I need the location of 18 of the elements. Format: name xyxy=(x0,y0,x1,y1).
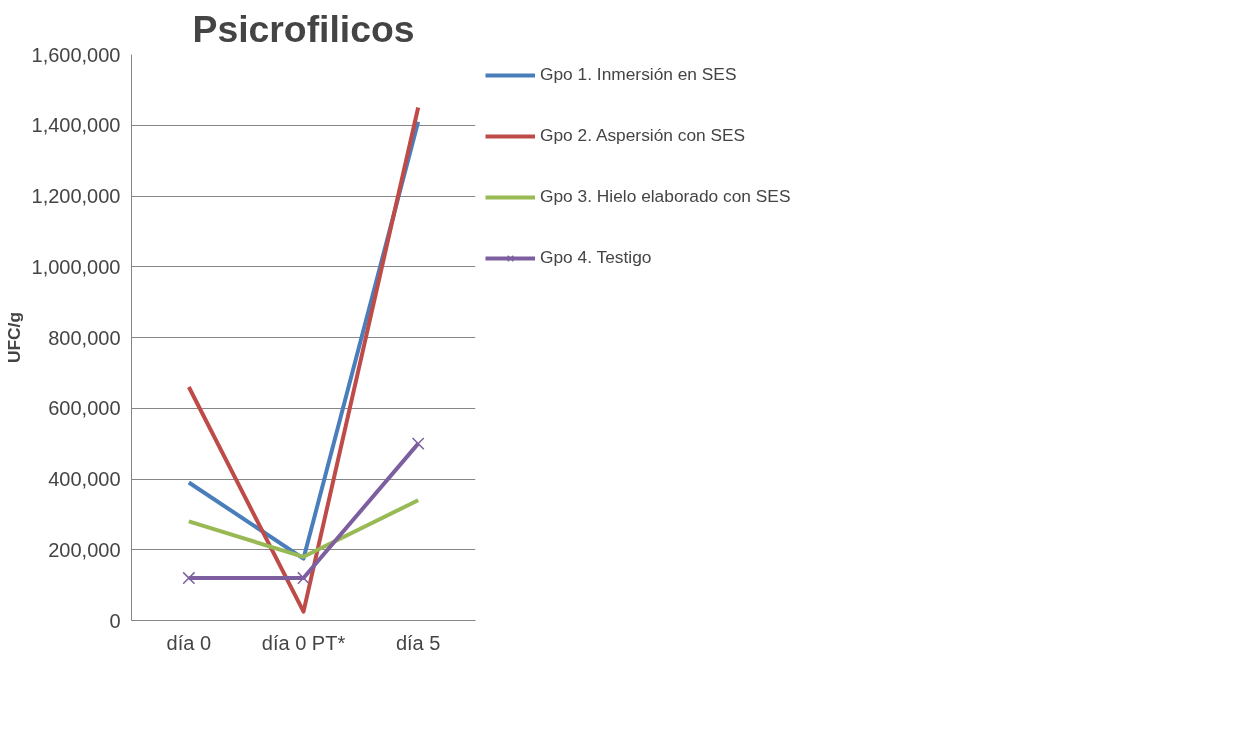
legend-label: Gpo 1. Inmersión en SES xyxy=(540,64,737,85)
x-tick-label: día 5 xyxy=(395,631,441,654)
x-tick-label: día 0 xyxy=(166,631,212,654)
legend-label: Gpo 2. Aspersión con SES xyxy=(540,125,746,146)
y-tick-label: 600,000 xyxy=(48,397,121,420)
y-tick-label: 400,000 xyxy=(48,468,121,490)
y-tick-label: 200,000 xyxy=(48,538,121,561)
legend-label: Gpo 4. Testigo xyxy=(540,247,652,268)
y-tick-label: 0 xyxy=(109,609,121,632)
legend-label: Gpo 3. Hielo elaborado con SES xyxy=(540,186,791,207)
y-axis-title: UFC/g xyxy=(3,311,24,364)
y-tick-label: 1,200,000 xyxy=(31,185,121,207)
y-tick-label: 1,400,000 xyxy=(31,114,121,137)
x-tick-label: día 0 PT* xyxy=(261,631,346,654)
y-tick-label: 1,600,000 xyxy=(31,43,121,66)
y-tick-label: 800,000 xyxy=(48,326,121,349)
chart-title: Psicrofilicos xyxy=(192,7,415,50)
y-tick-label: 1,000,000 xyxy=(31,255,121,278)
